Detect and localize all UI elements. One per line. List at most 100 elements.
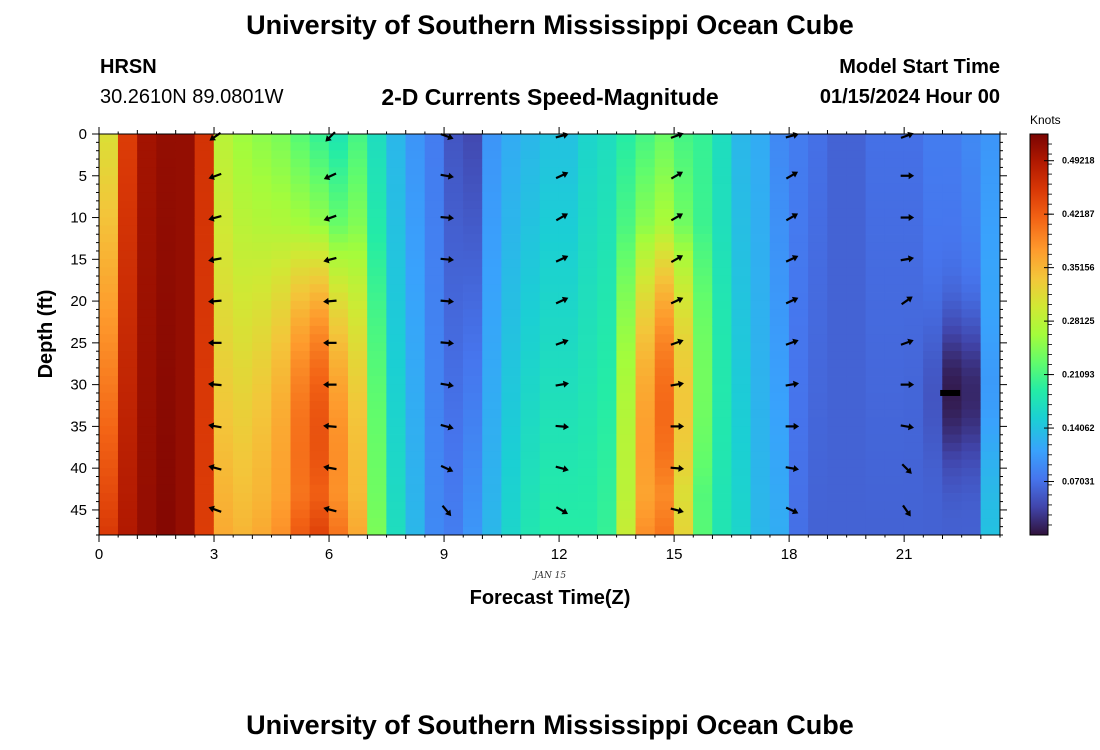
heatmap-cell <box>788 392 809 402</box>
heatmap-cell <box>750 309 771 318</box>
heatmap-cell <box>693 167 713 176</box>
heatmap-cell <box>884 259 905 268</box>
heatmap-cell <box>424 309 445 318</box>
heatmap-cell <box>367 409 387 419</box>
heatmap-cell <box>750 467 771 477</box>
heatmap-cell <box>309 376 330 385</box>
colorbar-tick-label: 0.42187 <box>1062 209 1095 219</box>
heatmap-cell <box>232 200 253 210</box>
heatmap-cell <box>654 434 675 444</box>
heatmap-cell <box>846 300 867 310</box>
heatmap-cell <box>443 526 464 535</box>
heatmap-cell <box>597 493 617 502</box>
heatmap-cell <box>846 150 867 160</box>
heatmap-cell <box>290 409 311 419</box>
heatmap-cell <box>501 484 521 494</box>
heatmap-cell <box>520 225 541 235</box>
heatmap-cell <box>328 208 349 218</box>
heatmap-cell <box>405 183 426 193</box>
heatmap-cell <box>942 442 962 452</box>
heatmap-cell <box>271 250 291 260</box>
heatmap-cell <box>117 334 138 344</box>
heatmap-cell <box>309 192 330 202</box>
heatmap-cell <box>271 367 291 377</box>
heatmap-cell <box>827 426 847 435</box>
heatmap-cell <box>309 175 330 185</box>
heatmap-cell <box>137 192 157 202</box>
heatmap-cell <box>463 509 483 519</box>
heatmap-cell <box>808 467 828 477</box>
heatmap-cell <box>942 175 962 185</box>
heatmap-cell <box>578 150 598 160</box>
heatmap-cell <box>348 459 368 469</box>
heatmap-cell <box>654 317 675 327</box>
heatmap-cell <box>846 392 867 402</box>
heatmap-cell <box>865 342 886 352</box>
heatmap-cell <box>520 284 541 293</box>
heatmap-cell <box>750 175 771 185</box>
heatmap-cell <box>731 242 751 252</box>
heatmap-cell <box>367 509 387 519</box>
heatmap-cell <box>616 284 636 293</box>
heatmap-cell <box>386 309 406 318</box>
heatmap-cell <box>616 526 636 535</box>
heatmap-cell <box>463 259 483 268</box>
heatmap-cell <box>693 376 713 385</box>
heatmap-cell <box>558 275 579 285</box>
heatmap-cell <box>980 451 1000 461</box>
heatmap-cell <box>328 267 349 277</box>
heatmap-cell <box>884 134 905 143</box>
heatmap-cell <box>367 300 387 310</box>
heatmap-cell <box>923 167 943 176</box>
heatmap-cell <box>635 417 656 427</box>
heatmap-cell <box>117 467 138 477</box>
heatmap-cell <box>539 234 560 243</box>
heatmap-cell <box>788 259 809 268</box>
heatmap-cell <box>290 284 311 293</box>
heatmap-cell <box>463 317 483 327</box>
heatmap-cell <box>712 384 732 394</box>
heatmap-cell <box>578 158 598 168</box>
heatmap-cell <box>865 434 886 444</box>
heatmap-cell <box>750 526 771 535</box>
heatmap-cell <box>673 267 694 277</box>
heatmap-cell <box>175 451 196 461</box>
heatmap-cell <box>194 267 215 277</box>
heatmap-cell <box>712 192 732 202</box>
heatmap-cell <box>271 225 291 235</box>
heatmap-cell <box>961 434 982 444</box>
heatmap-cell <box>424 401 445 410</box>
heatmap-cell <box>884 376 905 385</box>
heatmap-cell <box>501 476 521 486</box>
heatmap-cell <box>290 376 311 385</box>
heatmap-cell <box>942 451 962 461</box>
heatmap-cell <box>923 234 943 243</box>
current-vector <box>208 172 222 180</box>
heatmap-cell <box>252 275 272 285</box>
heatmap-cell <box>252 200 272 210</box>
heatmap-cell <box>827 142 847 151</box>
heatmap-cell <box>673 175 694 185</box>
heatmap-cell <box>501 142 521 151</box>
heatmap-cell <box>156 167 176 176</box>
heatmap-cell <box>348 309 368 318</box>
heatmap-cell <box>961 325 982 335</box>
heatmap-cell <box>156 401 176 410</box>
current-vector <box>785 380 800 388</box>
heatmap-cell <box>654 284 675 293</box>
heatmap-cell <box>961 384 982 394</box>
heatmap-cell <box>597 142 617 151</box>
heatmap-cell <box>520 317 541 327</box>
heatmap-cell <box>597 259 617 268</box>
heatmap-cell <box>309 284 330 293</box>
heatmap-cell <box>750 401 771 410</box>
heatmap-cell <box>156 225 176 235</box>
heatmap-cell <box>903 134 924 143</box>
heatmap-cell <box>156 292 176 302</box>
heatmap-cell <box>846 275 867 285</box>
heatmap-cell <box>175 526 196 535</box>
heatmap-cell <box>137 183 157 193</box>
heatmap-cell <box>290 300 311 310</box>
heatmap-cell <box>463 242 483 252</box>
heatmap-cell <box>501 401 521 410</box>
